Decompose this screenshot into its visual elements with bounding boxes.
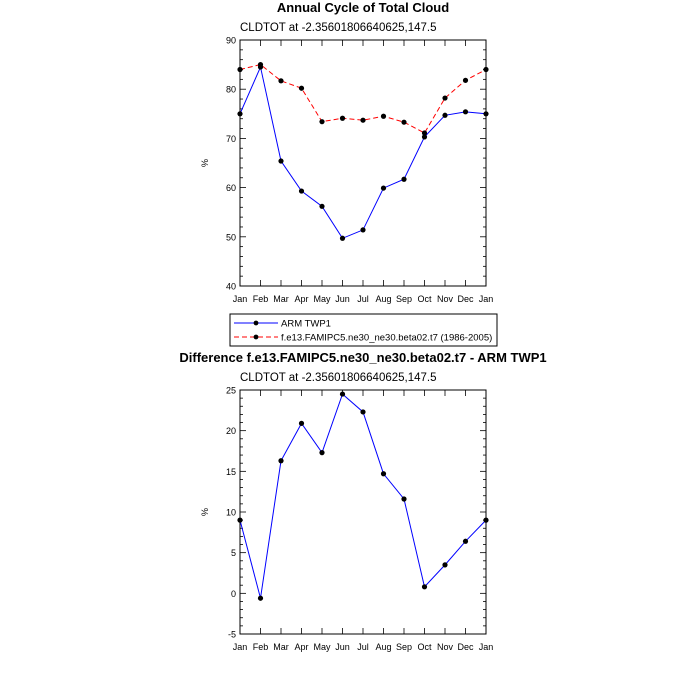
x-tick-label: Nov: [437, 642, 454, 652]
legend-marker-model: [253, 334, 259, 340]
chart2-series: [237, 391, 489, 601]
data-point: [442, 112, 448, 118]
y-tick-label: 50: [226, 232, 236, 242]
data-point: [278, 458, 284, 464]
data-point: [483, 111, 489, 117]
data-point: [298, 420, 305, 426]
y-tick-label: 25: [226, 386, 236, 396]
chart2-title: Difference f.e13.FAMIPC5.ne30_ne30.beta0…: [179, 350, 546, 365]
x-tick-label: Jan: [479, 642, 494, 652]
x-tick-label: Sep: [396, 642, 412, 652]
x-tick-label: Dec: [457, 642, 474, 652]
data-point: [339, 115, 346, 121]
y-tick-label: 90: [226, 36, 236, 46]
data-point: [237, 111, 243, 117]
data-point: [442, 562, 448, 568]
data-point: [401, 119, 407, 125]
x-tick-label: Apr: [294, 642, 308, 652]
y-tick-label: 5: [231, 548, 236, 558]
x-tick-label: May: [313, 294, 331, 304]
y-tick-label: 60: [226, 183, 236, 193]
x-tick-label: Sep: [396, 294, 412, 304]
chart2-ylabel: %: [200, 508, 210, 516]
x-tick-label: Jun: [335, 294, 350, 304]
data-point: [380, 185, 387, 191]
series-line-obs: [239, 65, 487, 239]
data-point: [483, 66, 489, 73]
data-point: [237, 517, 243, 523]
data-point: [421, 134, 428, 140]
x-tick-label: Oct: [417, 294, 432, 304]
x-tick-label: Oct: [417, 642, 432, 652]
x-tick-label: Jan: [233, 294, 248, 304]
data-point: [319, 203, 325, 209]
x-tick-label: Jan: [479, 294, 494, 304]
data-point: [401, 176, 407, 182]
x-tick-label: Feb: [253, 642, 269, 652]
data-point: [442, 95, 448, 101]
plot-frame: [239, 39, 487, 287]
data-point: [339, 235, 346, 241]
data-point: [257, 62, 264, 68]
x-tick-label: Mar: [273, 642, 289, 652]
x-tick-label: Mar: [273, 294, 289, 304]
x-tick-label: Jan: [233, 642, 248, 652]
data-point: [319, 450, 325, 456]
data-point: [257, 595, 264, 601]
y-tick-label: 15: [226, 467, 236, 477]
chart1-ylabel: %: [200, 159, 210, 167]
data-point: [380, 113, 387, 119]
chart2-axes: -5 0 5 10 15 20 25 Jan Feb Mar Apr May Jun Jul Aug Sep O…: [226, 386, 493, 653]
chart1-series: [237, 62, 489, 241]
data-point: [421, 130, 428, 136]
y-tick-label: 20: [226, 426, 236, 436]
data-point: [278, 158, 284, 164]
x-tick-label: Nov: [437, 294, 454, 304]
x-tick-label: Aug: [375, 642, 391, 652]
x-tick-label: May: [313, 642, 331, 652]
chart2-subtitle: CLDTOT at -2.35601806640625,147.5: [240, 372, 437, 384]
data-point: [360, 227, 366, 233]
chart1-title: Annual Cycle of Total Cloud: [277, 0, 449, 15]
x-tick-label: Aug: [375, 294, 391, 304]
y-tick-label: 10: [226, 508, 236, 518]
data-point: [237, 66, 243, 73]
y-tick-label: 80: [226, 85, 236, 95]
data-point: [421, 584, 428, 590]
data-point: [339, 391, 346, 397]
data-point: [360, 117, 366, 123]
data-point: [298, 188, 305, 194]
data-point: [462, 109, 469, 115]
data-point: [380, 471, 387, 477]
data-point: [483, 517, 489, 523]
series-line-obs: [239, 393, 487, 599]
legend-label-model: f.e13.FAMIPC5.ne30_ne30.beta02.t7 (1986-…: [281, 333, 492, 344]
data-point: [462, 538, 469, 544]
x-tick-label: Apr: [294, 294, 308, 304]
y-tick-label: 0: [231, 589, 236, 599]
x-tick-label: Jul: [357, 642, 369, 652]
data-point: [319, 119, 325, 125]
chart1-subtitle: CLDTOT at -2.35601806640625,147.5: [240, 22, 437, 34]
data-point: [462, 77, 469, 83]
x-tick-label: Jun: [335, 642, 350, 652]
y-tick-label: -5: [228, 630, 236, 640]
legend-box: [229, 313, 498, 347]
legend-marker-obs: [253, 320, 259, 326]
y-tick-label: 40: [226, 282, 236, 292]
data-point: [278, 78, 284, 84]
chart1-legend: ARM TWP1 f.e13.FAMIPC5.ne30_ne30.beta02.…: [229, 313, 498, 347]
x-tick-label: Jul: [357, 294, 369, 304]
plot-frame: [239, 389, 487, 635]
chart1-axes: 40 50 60 70 80 90 Jan Feb Mar Apr May Jun Jul Aug Sep O…: [226, 36, 493, 305]
x-tick-label: Dec: [457, 294, 474, 304]
data-point: [298, 85, 305, 91]
data-point: [401, 496, 407, 502]
x-tick-label: Feb: [253, 294, 269, 304]
y-tick-label: 70: [226, 134, 236, 144]
legend-label-obs: ARM TWP1: [281, 319, 331, 330]
data-point: [360, 409, 366, 415]
